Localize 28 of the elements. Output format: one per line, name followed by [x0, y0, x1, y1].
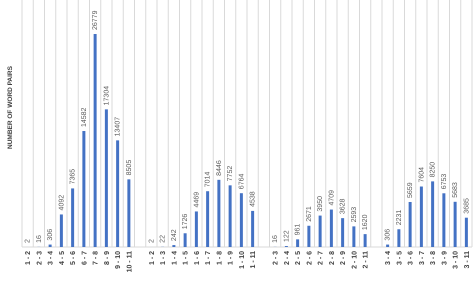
- bar: [454, 202, 457, 247]
- bar: [228, 185, 232, 247]
- bar: [408, 202, 412, 247]
- bar: [194, 211, 198, 247]
- bar: [82, 131, 86, 247]
- bar: [397, 229, 400, 247]
- bar: [307, 226, 310, 247]
- bar: [127, 179, 130, 247]
- bar: [364, 234, 367, 247]
- bar: [420, 186, 423, 247]
- bar: [94, 34, 97, 247]
- bar: [431, 181, 434, 247]
- bar: [341, 218, 344, 247]
- bar: [352, 226, 356, 247]
- bar: [464, 218, 468, 247]
- bar: [318, 216, 322, 247]
- bar: [296, 239, 300, 247]
- bar: [251, 210, 254, 247]
- bar: [217, 180, 220, 247]
- bar: [116, 140, 120, 247]
- bar: [206, 191, 210, 247]
- bar: [184, 233, 187, 247]
- bar: [60, 214, 63, 247]
- bar: [442, 193, 446, 247]
- bar: [71, 188, 74, 247]
- bar: [240, 193, 243, 247]
- bar: [104, 109, 108, 247]
- bar: [330, 210, 333, 247]
